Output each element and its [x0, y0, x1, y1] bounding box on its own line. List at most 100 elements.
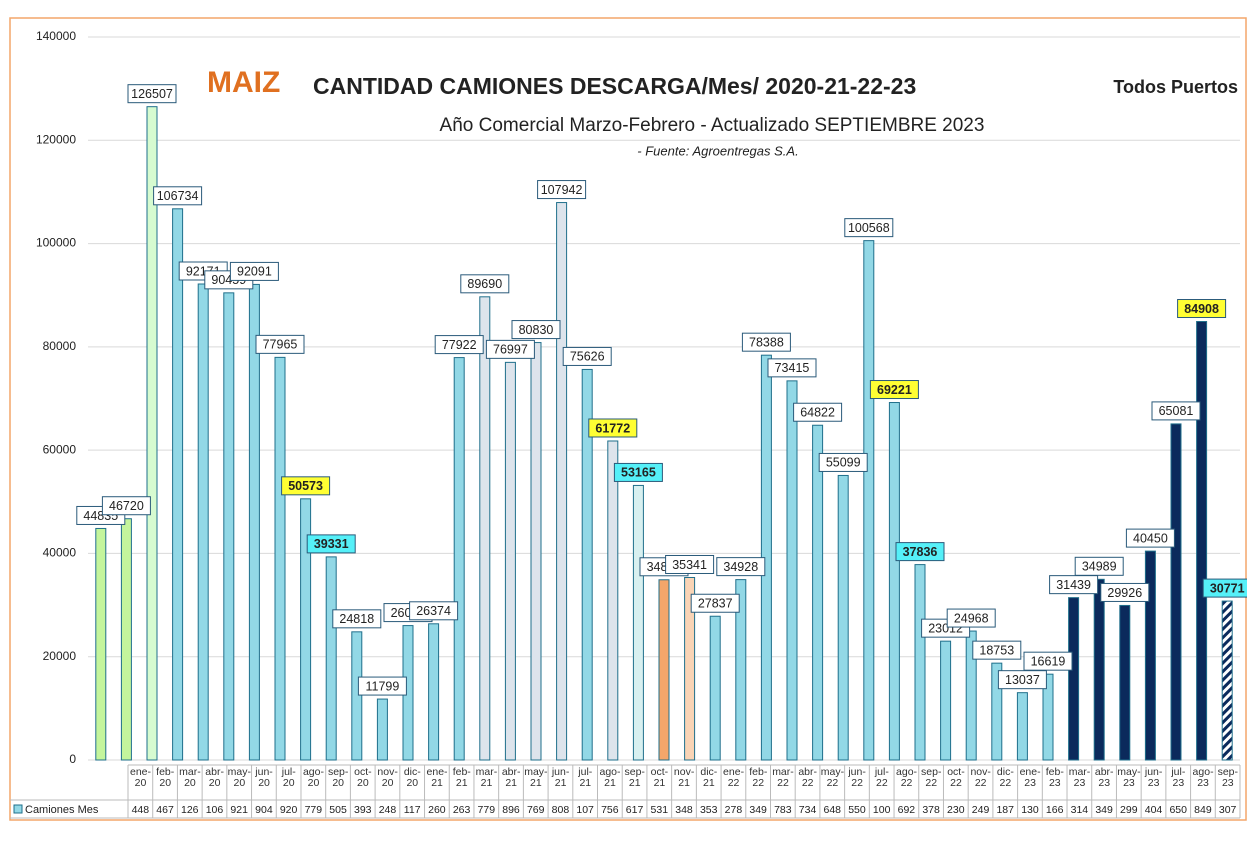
table-cell: 166 [1046, 804, 1064, 816]
x-tick-cell: ene-23 [1019, 767, 1041, 789]
value-label: 16619 [1031, 654, 1066, 668]
value-label: 30771 [1210, 581, 1245, 595]
x-tick-label: mar-21 [475, 767, 498, 789]
x-tick-cell: nov-20 [377, 767, 397, 789]
value-label: 55099 [826, 456, 861, 470]
value-label-box [869, 380, 919, 400]
table-cell: 278 [725, 804, 743, 816]
value-label-box [588, 418, 638, 438]
value-label: 24818 [339, 612, 374, 626]
value-label-box [153, 186, 203, 206]
value-label: 31439 [1056, 578, 1091, 592]
x-tick-cell: oct-22 [947, 767, 965, 789]
table-cell: 648 [824, 804, 842, 816]
bar [300, 498, 312, 761]
bar [530, 342, 542, 761]
bar [1068, 597, 1080, 761]
x-tick-cell: jun-23 [1145, 767, 1163, 789]
value-label-box [562, 346, 612, 366]
value-label-box [997, 670, 1047, 690]
x-tick-label: abr-21 [501, 767, 521, 789]
bar [735, 579, 747, 761]
value-label: 39331 [314, 537, 349, 551]
x-tick-cell: ago-22 [896, 767, 918, 789]
x-tick-cell: mar-20 [179, 767, 201, 789]
table-cell: 126 [181, 804, 199, 816]
y-tick-label: 80000 [43, 339, 77, 353]
bar [991, 662, 1003, 761]
x-tick-label: ene-23 [1019, 767, 1041, 789]
bar [223, 292, 235, 761]
value-label: 50573 [288, 479, 323, 493]
x-tick-label: ago-22 [896, 767, 918, 789]
table-cell: 299 [1120, 804, 1138, 816]
value-label: 27837 [698, 597, 733, 611]
x-tick-cell: dic-20 [404, 767, 421, 789]
table-cell: 617 [626, 804, 644, 816]
value-label: 107942 [541, 183, 583, 197]
subtitle: Año Comercial Marzo-Febrero - Actualizad… [440, 115, 985, 136]
legend-label: Camiones Mes [25, 804, 99, 816]
x-tick-label: jul-22 [874, 767, 889, 789]
value-label-box [1049, 575, 1099, 595]
bar [428, 623, 440, 761]
bar [812, 424, 824, 761]
y-tick-label: 20000 [43, 649, 77, 663]
value-label-box [332, 609, 382, 629]
x-tick-cell: may-20 [228, 767, 251, 789]
bar [658, 579, 670, 761]
bar [120, 518, 132, 761]
bar [172, 208, 184, 761]
y-tick-label: 120000 [36, 132, 76, 146]
bar [940, 640, 952, 761]
table-cell: 734 [799, 804, 817, 816]
x-tick-label: sep-22 [921, 767, 942, 789]
x-tick-cell: mar-22 [772, 767, 794, 789]
x-tick-cell: ene-21 [427, 767, 448, 789]
table-cell: 756 [601, 804, 619, 816]
table-cell: 650 [1169, 804, 1187, 816]
bar [837, 474, 849, 761]
value-label: 75626 [570, 350, 605, 364]
x-tick-label: jul-21 [578, 767, 593, 789]
x-tick-label: nov-22 [970, 767, 991, 789]
bar [556, 202, 568, 761]
bar [197, 283, 209, 761]
x-tick-label: oct-22 [947, 767, 965, 789]
x-tick-cell: jul-22 [874, 767, 889, 789]
table-cell: 849 [1194, 804, 1212, 816]
value-label-box [665, 554, 715, 574]
table-cell: 349 [1095, 804, 1113, 816]
table-cell: 448 [132, 804, 150, 816]
value-label-box [409, 601, 459, 621]
table-cell: 505 [329, 804, 347, 816]
table-cell: 378 [922, 804, 940, 816]
x-tick-cell: abr-20 [205, 767, 224, 789]
chart-title: CANTIDAD CAMIONES DESCARGA/Mes/ 2020-21-… [313, 73, 916, 99]
table-cell: 404 [1145, 804, 1163, 816]
table-cell: 531 [651, 804, 669, 816]
x-tick-cell: abr-23 [1095, 767, 1114, 789]
x-tick-label: abr-20 [205, 767, 224, 789]
value-label-box [229, 261, 279, 281]
x-tick-cell: may-23 [1117, 767, 1141, 789]
x-tick-cell: sep-22 [921, 767, 942, 789]
value-label-box [255, 334, 305, 354]
x-tick-label: jul-23 [1171, 767, 1186, 789]
table-cell: 779 [478, 804, 496, 816]
bar [581, 368, 593, 761]
table-cell: 779 [305, 804, 323, 816]
x-tick-label: may-23 [1117, 767, 1141, 789]
table-cell: 187 [996, 804, 1014, 816]
table-cell: 393 [354, 804, 372, 816]
x-tick-label: may-21 [524, 767, 548, 789]
value-label-box [946, 608, 996, 628]
x-tick-label: mar-22 [772, 767, 794, 789]
x-tick-cell: ago-21 [599, 767, 620, 789]
table-cell: 249 [972, 804, 990, 816]
bar [1093, 578, 1105, 761]
bar [709, 615, 721, 761]
x-tick-cell: ene-22 [723, 767, 744, 789]
y-tick-label: 0 [69, 752, 76, 766]
x-tick-cell: mar-21 [475, 767, 498, 789]
